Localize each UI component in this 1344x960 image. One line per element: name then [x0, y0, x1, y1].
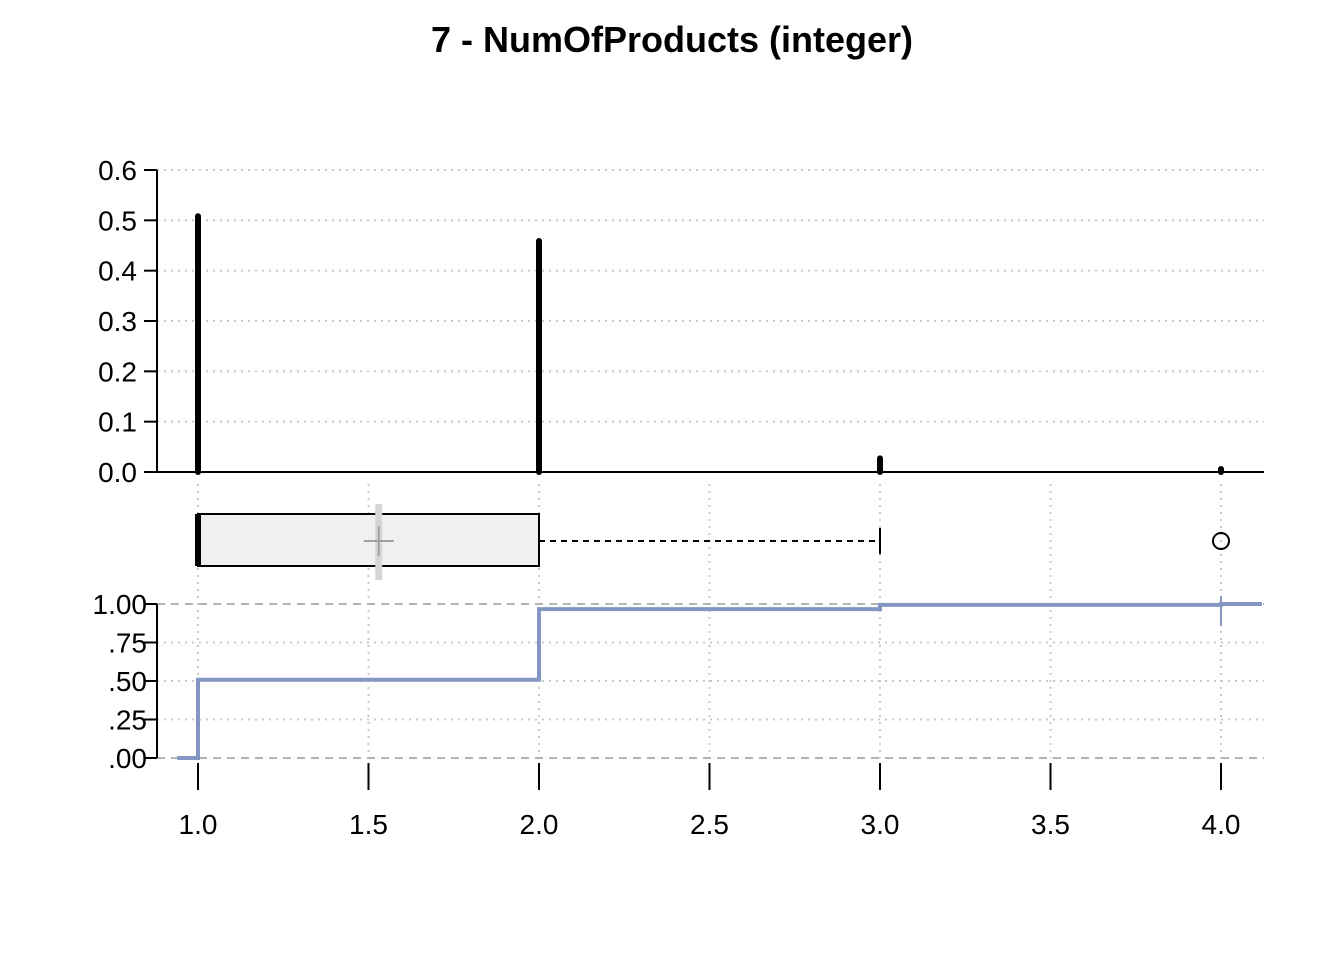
x-tick-label: 2.0 [520, 809, 559, 840]
freq-y-tick-label: 0.3 [98, 306, 137, 337]
x-tick-label: 3.5 [1031, 809, 1070, 840]
ecdf-y-tick-label: .00 [108, 743, 147, 774]
freq-y-tick-label: 0.4 [98, 256, 137, 287]
ecdf-y-tick-label: .25 [108, 705, 147, 736]
freq-y-tick-label: 0.6 [98, 155, 137, 186]
chart-title: 7 - NumOfProducts (integer) [431, 19, 913, 60]
x-tick-label: 2.5 [690, 809, 729, 840]
ecdf-y-tick-label: 1.00 [93, 589, 148, 620]
ecdf-line [177, 602, 1262, 760]
freq-y-tick-label: 0.2 [98, 356, 137, 387]
boxplot-outlier [1212, 532, 1230, 550]
ecdf-y-tick-label: .75 [108, 628, 147, 659]
x-tick-label: 4.0 [1202, 809, 1241, 840]
freq-y-tick-label: 0.0 [98, 457, 137, 488]
x-tick-label: 3.0 [861, 809, 900, 840]
ecdf-y-tick-label: .50 [108, 666, 147, 697]
freq-y-tick-label: 0.1 [98, 407, 137, 438]
x-tick-label: 1.5 [349, 809, 388, 840]
freq-y-tick-label: 0.5 [98, 205, 137, 236]
x-tick-label: 1.0 [179, 809, 218, 840]
